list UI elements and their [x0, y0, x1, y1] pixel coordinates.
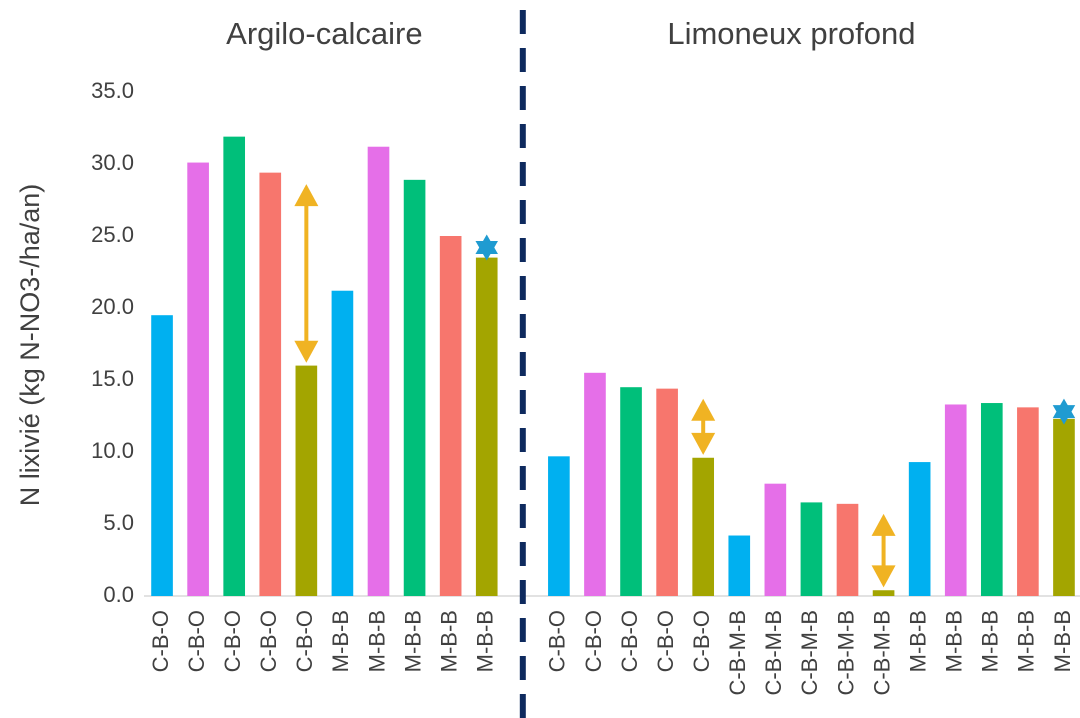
y-tick-label: 0.0 — [103, 582, 134, 607]
bar — [800, 502, 823, 596]
bar — [259, 172, 282, 596]
x-tick-label: M-B-B — [1014, 610, 1039, 672]
x-tick-label: C-B-O — [220, 610, 245, 672]
y-tick-label: 15.0 — [91, 366, 134, 391]
bar — [728, 535, 751, 596]
arrow-part — [294, 184, 319, 207]
bar — [1053, 418, 1075, 596]
arrow-part — [691, 398, 716, 421]
bar — [692, 457, 715, 596]
bar — [764, 483, 787, 596]
x-tick-label: M-B-B — [473, 610, 498, 672]
star-part — [475, 241, 498, 261]
x-tick-label: C-B-O — [545, 610, 570, 672]
bar — [872, 590, 895, 596]
x-tick-label: M-B-B — [364, 610, 389, 672]
x-tick-label: M-B-B — [905, 610, 930, 672]
star-marker — [475, 234, 498, 261]
y-tick-label: 10.0 — [91, 438, 134, 463]
bar — [295, 365, 318, 596]
bar — [151, 315, 173, 596]
bar — [980, 403, 1003, 596]
x-tick-label: C-B-O — [184, 610, 209, 672]
star-marker — [1052, 398, 1076, 425]
x-tick-label: M-B-B — [400, 610, 425, 672]
double-arrow — [691, 398, 716, 455]
bar — [656, 388, 678, 596]
double-arrow — [871, 513, 896, 588]
y-tick-label: 30.0 — [91, 150, 134, 175]
y-axis-label: N lixivié (kg N-NO3-/ha/an) — [15, 184, 45, 507]
y-tick-label: 25.0 — [91, 222, 134, 247]
x-tick-label: C-B-O — [617, 610, 642, 672]
arrow-part — [294, 340, 319, 363]
x-tick-label: C-B-M-B — [797, 610, 822, 696]
bar — [548, 456, 570, 596]
bar — [331, 290, 354, 596]
x-tick-label: C-B-O — [653, 610, 678, 672]
bar — [475, 257, 498, 596]
bar — [620, 387, 642, 596]
x-tick-label: C-B-O — [292, 610, 317, 672]
x-tick-label: C-B-O — [581, 610, 606, 672]
bar — [439, 236, 462, 596]
x-tick-label: C-B-M-B — [761, 610, 786, 696]
arrow-part — [871, 513, 896, 536]
bar — [367, 146, 390, 596]
y-tick-label: 5.0 — [103, 510, 134, 535]
bar — [403, 179, 426, 596]
bar — [223, 136, 246, 596]
bar — [1017, 407, 1039, 596]
bar — [944, 404, 967, 596]
y-tick-label: 35.0 — [91, 78, 134, 103]
x-tick-label: M-B-B — [942, 610, 967, 672]
x-tick-label: C-B-M-B — [869, 610, 894, 696]
x-tick-label: C-B-M-B — [833, 610, 858, 696]
group-label: Argilo-calcaire — [226, 16, 422, 51]
group-label: Limoneux profond — [667, 16, 915, 51]
y-tick-label: 20.0 — [91, 294, 134, 319]
x-tick-label: M-B-B — [436, 610, 461, 672]
bar — [584, 372, 606, 596]
arrow-part — [691, 432, 716, 455]
x-tick-label: M-B-B — [1050, 610, 1075, 672]
double-arrow — [294, 184, 319, 363]
bar — [908, 462, 931, 596]
x-tick-label: C-B-M-B — [725, 610, 750, 696]
bar — [187, 162, 209, 596]
x-tick-label: C-B-O — [148, 610, 173, 672]
arrow-part — [871, 565, 896, 588]
x-tick-label: C-B-O — [256, 610, 281, 672]
star-part — [1052, 405, 1076, 425]
x-tick-label: C-B-O — [689, 610, 714, 672]
x-tick-label: M-B-B — [978, 610, 1003, 672]
x-tick-label: M-B-B — [328, 610, 353, 672]
bar — [836, 503, 859, 596]
